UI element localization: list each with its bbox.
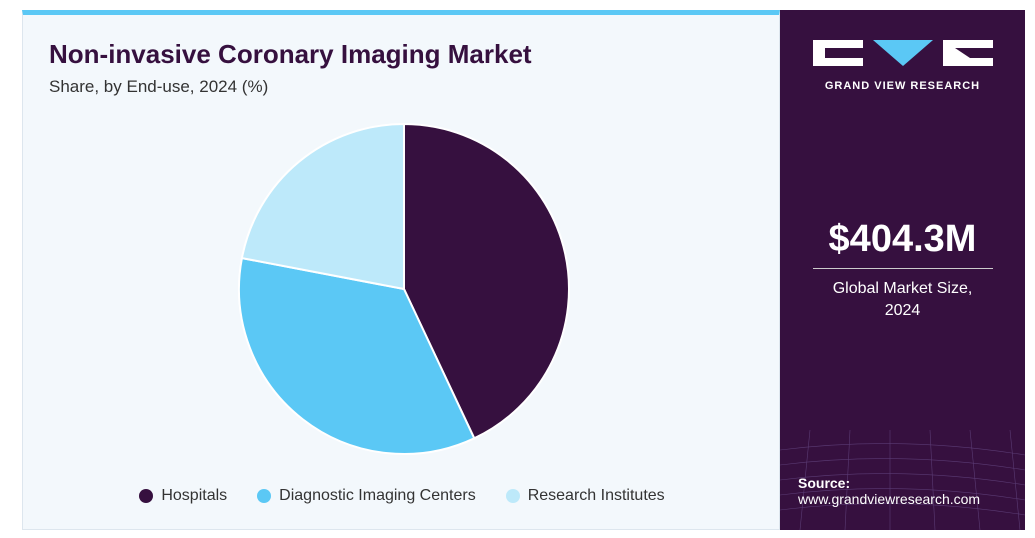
market-size-label: Global Market Size, 2024 <box>832 280 973 319</box>
pie-slice <box>238 256 476 455</box>
logo <box>813 40 993 66</box>
brand: GRAND VIEW RESEARCH <box>824 80 981 92</box>
legend-item: Hospitals <box>139 487 227 505</box>
divider <box>813 268 993 269</box>
legend-label: Hospitals <box>161 487 228 504</box>
legend-item: Diagnostic Imaging Centers <box>257 487 476 505</box>
legend-swatch <box>257 489 272 503</box>
chart-subtitle: Share, by End-use, 2024 (%) <box>49 77 269 96</box>
legend-label: Diagnostic Imaging Centers <box>279 487 476 504</box>
chart-panel: Non-invasive Coronary Imaging Market Sha… <box>22 10 780 530</box>
source-label: Source: <box>798 475 851 491</box>
decoration <box>780 430 1025 530</box>
market-size: $404.3M <box>828 218 977 260</box>
pie-slice <box>240 122 405 291</box>
source-url: www.grandviewresearch.com <box>798 491 981 507</box>
legend: Hospitals Diagnostic Imaging Centers Resea… <box>23 487 781 505</box>
legend-swatch <box>139 489 154 503</box>
pie-chart <box>238 122 570 455</box>
legend-item: Research Institutes <box>505 487 665 505</box>
chart-title: Non-invasive Coronary Imaging Market <box>49 39 532 69</box>
source: Source: www.grandviewresearch.com <box>798 475 980 507</box>
legend-label: Research Institutes <box>527 487 665 504</box>
sidebar: GRAND VIEW RESEARCH $404.3M Global Marke… <box>780 10 1025 530</box>
legend-swatch <box>505 489 520 503</box>
pie-slice <box>403 122 570 440</box>
